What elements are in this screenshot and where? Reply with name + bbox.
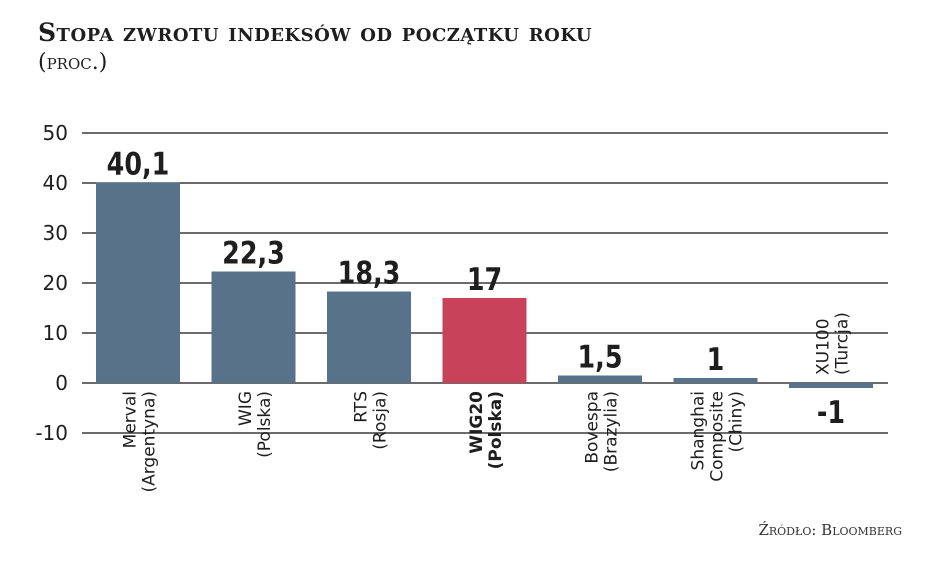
category-label: (Chiny) bbox=[727, 391, 747, 452]
category-label: (Polska) bbox=[255, 391, 275, 458]
bar bbox=[789, 383, 873, 388]
source-note: Źródło: Bloomberg bbox=[758, 521, 902, 539]
data-label: -1 bbox=[817, 395, 845, 431]
y-tick-label: 40 bbox=[43, 171, 68, 195]
category-label: (Rosja) bbox=[371, 391, 391, 450]
bar bbox=[558, 375, 642, 383]
y-tick-label: 20 bbox=[43, 271, 68, 295]
category-label: (Argentyna) bbox=[140, 391, 160, 493]
data-label: 1,5 bbox=[577, 339, 622, 375]
y-tick-label: 50 bbox=[43, 121, 68, 145]
data-label: 22,3 bbox=[222, 235, 285, 271]
category-label: Bovespa bbox=[583, 391, 603, 464]
category-label: Merval bbox=[121, 391, 141, 448]
bar bbox=[673, 378, 758, 383]
category-label: (Polska) bbox=[486, 391, 506, 469]
data-label: 1 bbox=[707, 342, 725, 378]
bar bbox=[327, 291, 411, 383]
y-tick-label: 0 bbox=[55, 371, 68, 395]
y-tick-label: 10 bbox=[43, 321, 68, 345]
category-label: Composite bbox=[708, 391, 728, 482]
category-label: (Brazylia) bbox=[602, 391, 622, 472]
category-label: (Turcja) bbox=[833, 312, 853, 375]
y-tick-label: 30 bbox=[43, 221, 68, 245]
bar bbox=[211, 271, 296, 383]
bar bbox=[442, 298, 527, 383]
data-label: 18,3 bbox=[338, 255, 401, 291]
y-tick-label: -10 bbox=[35, 421, 68, 445]
category-label: WIG bbox=[236, 391, 256, 426]
category-label: WIG20 bbox=[467, 391, 487, 454]
data-label: 40,1 bbox=[107, 146, 170, 182]
chart-subtitle: (proc.) bbox=[38, 50, 108, 75]
chart-title: Stopa zwrotu indeksów od początku roku bbox=[38, 18, 593, 47]
category-label: XU100 bbox=[814, 318, 834, 375]
data-label: 17 bbox=[467, 262, 502, 298]
category-label: RTS bbox=[352, 391, 372, 423]
category-label: Shanghai bbox=[689, 391, 709, 470]
bar bbox=[96, 182, 180, 383]
